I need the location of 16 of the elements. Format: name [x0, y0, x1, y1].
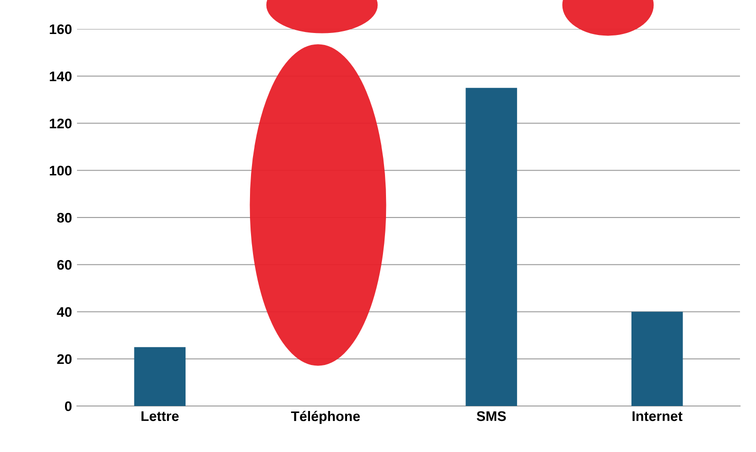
bar	[134, 347, 186, 406]
x-tick-label: SMS	[476, 411, 506, 422]
x-tick-label: Téléphone	[291, 410, 360, 424]
x-tick-label: Internet	[632, 411, 682, 422]
y-tick-label: 120	[50, 118, 72, 128]
y-tick-label: 60	[57, 260, 72, 270]
y-tick-label: 160	[50, 24, 72, 34]
y-tick-label: 20	[57, 354, 72, 364]
bar	[466, 88, 518, 406]
y-tick-label: 0	[64, 401, 72, 412]
x-tick-label: Lettre	[142, 411, 179, 422]
y-tick-label: 40	[56, 307, 72, 317]
bar	[631, 312, 683, 406]
y-tick-label: 140	[50, 71, 72, 82]
y-tick-label: 100	[50, 166, 72, 176]
y-tick-label: 80	[57, 212, 72, 223]
